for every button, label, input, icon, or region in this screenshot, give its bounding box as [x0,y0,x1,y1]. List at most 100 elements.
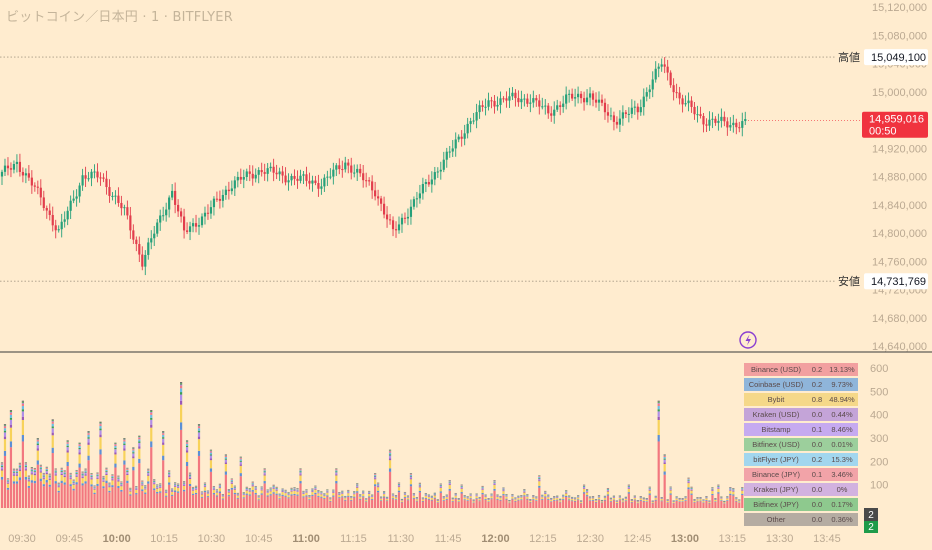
symbol-title[interactable]: ビットコイン／日本円 · 1 · BITFLYER [6,10,233,25]
volume-bar-segment [445,497,448,499]
volume-bar-segment [418,486,421,488]
volume-bar-segment [197,439,201,451]
candle-body [639,107,642,113]
volume-bar-segment [418,490,421,493]
volume-bar-segment [180,385,183,389]
volume-bar-segment [117,478,120,479]
volume-bar-segment [609,498,613,500]
volume-bar-segment [463,497,466,500]
volume-bar-segment [606,494,610,496]
time-tick-label: 11:15 [340,533,367,545]
volume-bar-segment [311,492,314,495]
volume-bar-segment [356,487,359,492]
candle-body [347,162,350,166]
candle-body [81,175,84,186]
candle-body [60,221,63,230]
volume-bar-segment [54,474,57,476]
candle-body [374,190,377,197]
volume-bar-segment [511,495,514,497]
volume-bar-segment [185,443,189,446]
volume-bar-segment [18,467,22,470]
volume-bar-segment [260,490,263,494]
volume-bar-segment [180,394,183,401]
volume-bar-segment [469,496,472,499]
volume-bar-segment [66,447,69,451]
candle-body [147,242,150,255]
volume-bar-segment [630,502,633,508]
volume-bar-segment [424,494,427,496]
volume-bar-segment [496,495,499,497]
volume-bar-segment [451,501,454,502]
volume-bar-segment [180,392,183,395]
volume-bar-segment [520,499,523,501]
volume-bar-segment [215,495,219,497]
volume-bar-segment [197,425,201,427]
volume-bar-segment [45,472,48,475]
volume-bar-segment [48,479,51,485]
volume-bar-segment [585,492,589,496]
volume-bar-segment [224,457,227,459]
volume-bar-segment [42,478,45,480]
volume-bar-segment [433,498,436,508]
candle-body [335,165,338,170]
volume-bar-segment [30,482,33,508]
volume-bar-segment [185,452,189,462]
volume-bar-segment [502,488,505,490]
volume-bar-segment [299,472,302,475]
volume-bar-segment [732,494,735,496]
volume-bar-segment [353,492,356,494]
volume-bar-segment [132,450,135,453]
volume-bar-segment [168,482,171,485]
legend-volume: 0.8 [808,393,826,406]
volume-bar-segment [397,483,401,485]
volume-bar-segment [75,476,78,483]
volume-bar-segment [0,463,4,465]
volume-bar-segment [460,493,463,508]
volume-bar-segment [21,403,24,407]
volume-bar-segment [78,443,81,445]
volume-bar-segment [347,491,350,493]
volume-bar-segment [30,474,33,481]
volume-bar-segment [362,497,365,508]
legend-volume: 0.2 [808,378,826,391]
candle-body [353,172,356,174]
candle-body [678,92,681,99]
candle-body [633,106,636,108]
volume-bar-segment [224,462,227,464]
volume-bar-segment [174,483,177,485]
volume-bar-segment [565,492,568,494]
volume-bar-segment [27,477,30,479]
volume-bar-segment [433,494,436,496]
candle-body [630,107,633,114]
legend-percent: 0% [826,483,858,496]
volume-bar-segment [451,501,454,508]
volume-bar-segment [669,488,672,490]
volume-bar-segment [559,500,562,502]
volume-bar-segment [180,429,183,508]
volume-bar-segment [114,445,117,448]
volume-bar-segment [191,487,195,489]
volume-bar-segment [144,493,147,508]
volume-bar-segment [168,477,171,483]
volume-bar-segment [263,474,266,476]
volume-bar-segment [457,501,460,508]
volume-bar-segment [87,438,90,443]
volume-bar-segment [48,475,51,477]
volume-bar-segment [687,487,690,490]
volume-bar-segment [627,485,630,487]
candle-body [550,113,553,116]
volume-bar-segment [221,498,224,500]
candle-body [320,186,323,189]
volume-bar-segment [353,492,356,493]
volume-bar-segment [57,483,60,485]
volume-bar-segment [248,494,251,496]
volume-bar-segment [239,459,242,461]
volume-bar-segment [72,488,75,491]
volume-bar-segment [281,492,284,495]
flash-icon[interactable] [739,331,757,349]
volume-bar-segment [254,489,257,490]
volume-bar-segment [717,492,720,494]
volume-bar-segment [51,419,54,421]
volume-bar-segment [359,499,362,508]
